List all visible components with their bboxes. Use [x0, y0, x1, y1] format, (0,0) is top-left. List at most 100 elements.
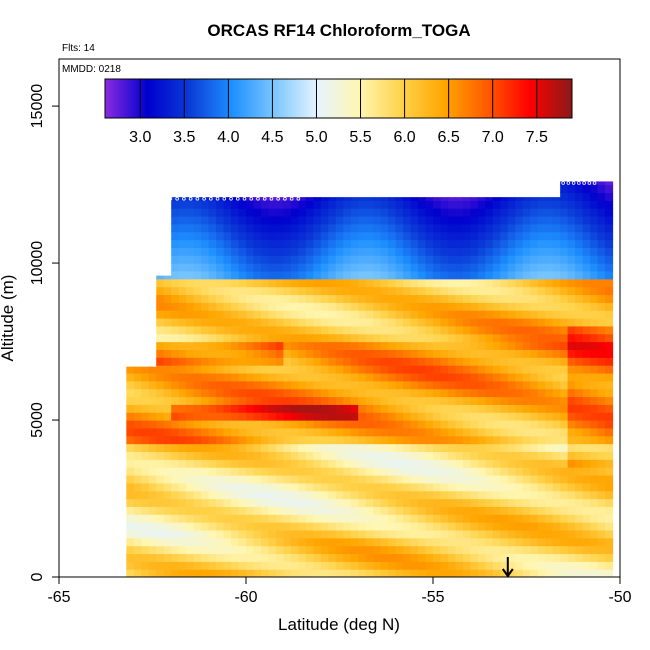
heatmap-cell	[507, 380, 516, 390]
heatmap-cell	[560, 286, 569, 296]
heatmap-cell	[395, 349, 404, 358]
heatmap-cell	[403, 506, 412, 515]
heatmap-cell	[455, 372, 464, 382]
heatmap-cell	[410, 420, 419, 429]
heatmap-cell	[440, 427, 449, 437]
heatmap-cell	[590, 467, 599, 476]
heatmap-cell	[186, 302, 195, 311]
heatmap-cell	[388, 278, 397, 288]
heatmap-cell	[485, 490, 494, 500]
heatmap-cell	[163, 451, 172, 460]
heatmap-cell	[335, 302, 344, 311]
heatmap-cell	[530, 365, 539, 374]
heatmap-cell	[582, 357, 591, 366]
heatmap-cell	[148, 498, 157, 507]
heatmap-cell	[246, 318, 255, 327]
heatmap-cell	[328, 223, 337, 233]
heatmap-cell	[290, 349, 299, 358]
heatmap-cell	[507, 498, 516, 507]
heatmap-cell	[485, 474, 494, 484]
heatmap-cell	[447, 294, 457, 303]
heatmap-cell	[328, 514, 337, 523]
heatmap-cell	[283, 404, 292, 413]
heatmap-cell	[268, 341, 277, 350]
heatmap-cell	[500, 396, 509, 405]
heatmap-cell	[260, 388, 270, 398]
heatmap-cell	[545, 341, 554, 350]
heatmap-cell	[388, 239, 397, 248]
heatmap-cell	[313, 197, 322, 201]
heatmap-cell	[425, 200, 434, 209]
heatmap-cell	[477, 302, 486, 311]
heatmap-cell	[530, 239, 539, 248]
heatmap-cell	[575, 278, 584, 288]
heatmap-cell	[201, 420, 210, 429]
heatmap-cell	[492, 420, 501, 429]
heatmap-cell	[388, 341, 397, 350]
heatmap-cell	[260, 294, 270, 303]
heatmap-cell	[440, 396, 449, 405]
heatmap-cell	[530, 506, 539, 515]
heatmap-cell	[410, 474, 419, 484]
heatmap-cell	[208, 318, 217, 327]
heatmap-cell	[365, 553, 374, 562]
heatmap-cell	[433, 200, 442, 209]
heatmap-cell	[223, 561, 232, 570]
heatmap-cell	[171, 302, 180, 311]
heatmap-cell	[253, 302, 262, 311]
heatmap-cell	[298, 545, 307, 555]
heatmap-cell	[492, 498, 501, 507]
heatmap-cell	[522, 451, 531, 460]
heatmap-cell	[246, 537, 255, 547]
heatmap-cell	[156, 357, 165, 366]
heatmap-cell	[365, 561, 374, 570]
heatmap-cell	[216, 239, 225, 248]
heatmap-cell	[156, 482, 165, 492]
heatmap-cell	[410, 318, 419, 327]
heatmap-cell	[148, 366, 157, 374]
heatmap-cell	[605, 522, 614, 531]
heatmap-cell	[148, 412, 157, 421]
heatmap-cell	[350, 302, 359, 311]
sample-point	[566, 181, 571, 185]
heatmap-cell	[582, 569, 591, 577]
heatmap-cell	[193, 561, 202, 570]
heatmap-cell	[328, 286, 337, 296]
heatmap-cell	[313, 263, 322, 272]
heatmap-cell	[365, 474, 374, 484]
heatmap-cell	[126, 529, 135, 539]
heatmap-cell	[418, 208, 427, 217]
heatmap-cell	[178, 451, 187, 460]
heatmap-cell	[597, 522, 606, 531]
heatmap-cell	[163, 506, 172, 515]
heatmap-cell	[290, 357, 299, 366]
heatmap-cell	[552, 278, 561, 288]
heatmap-cell	[156, 278, 165, 288]
sample-point	[283, 196, 287, 201]
heatmap-cell	[403, 278, 412, 288]
heatmap-cell	[605, 294, 614, 303]
heatmap-cell	[485, 341, 494, 350]
heatmap-cell	[380, 255, 389, 264]
heatmap-cell	[567, 239, 576, 248]
heatmap-cell	[365, 325, 374, 335]
heatmap-cell	[455, 569, 464, 577]
heatmap-cell	[320, 231, 329, 241]
heatmap-cell	[433, 569, 442, 577]
heatmap-cell	[477, 310, 486, 319]
heatmap-cell	[410, 255, 419, 264]
heatmap-cell	[418, 247, 427, 256]
heatmap-cell	[328, 215, 337, 225]
sample-point	[296, 196, 301, 201]
heatmap-cell	[335, 223, 344, 233]
heatmap-cell	[440, 412, 449, 421]
heatmap-cell	[485, 498, 494, 507]
heatmap-cell	[163, 420, 172, 429]
heatmap-cell	[522, 357, 531, 366]
heatmap-cell	[410, 388, 419, 398]
heatmap-cell	[335, 197, 344, 201]
heatmap-cell	[447, 490, 457, 500]
heatmap-cell	[178, 506, 187, 515]
heatmap-cell	[290, 569, 299, 577]
heatmap-cell	[148, 545, 157, 555]
